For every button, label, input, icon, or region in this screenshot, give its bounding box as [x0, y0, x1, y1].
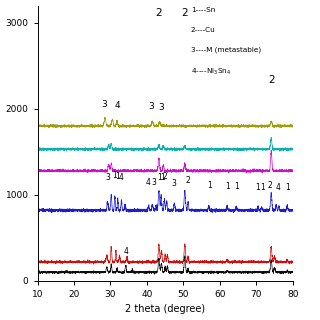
- Text: 3: 3: [101, 100, 107, 109]
- Text: 2: 2: [181, 8, 188, 18]
- Text: 3----M (metastable): 3----M (metastable): [191, 47, 261, 53]
- Text: 4: 4: [146, 178, 150, 187]
- Text: 1: 1: [235, 182, 239, 191]
- Text: 1: 1: [112, 171, 116, 180]
- Text: 4: 4: [114, 101, 120, 110]
- Text: 1: 1: [115, 172, 120, 180]
- Text: 3: 3: [158, 103, 164, 112]
- Text: 1: 1: [157, 173, 162, 182]
- Text: 1: 1: [285, 183, 290, 192]
- Text: 1: 1: [160, 173, 164, 182]
- Text: 3: 3: [151, 178, 156, 187]
- Text: 2----Cu: 2----Cu: [191, 27, 215, 33]
- Text: 1: 1: [226, 182, 230, 191]
- Text: 1: 1: [260, 183, 264, 192]
- Text: 2: 2: [268, 181, 272, 190]
- Text: 4: 4: [119, 173, 124, 182]
- Text: 4: 4: [276, 183, 281, 192]
- Text: 3: 3: [105, 173, 110, 182]
- X-axis label: 2 theta (degree): 2 theta (degree): [125, 304, 205, 315]
- Text: 1: 1: [207, 181, 212, 190]
- Text: 2: 2: [162, 172, 167, 180]
- Text: 2: 2: [156, 8, 162, 18]
- Text: 4----Ni$_3$Sn$_4$: 4----Ni$_3$Sn$_4$: [191, 66, 231, 76]
- Text: 1: 1: [255, 183, 260, 192]
- Text: 3: 3: [148, 102, 154, 111]
- Text: 4: 4: [123, 247, 128, 256]
- Text: 2: 2: [185, 176, 190, 185]
- Text: 1----Sn: 1----Sn: [191, 7, 215, 13]
- Text: 3: 3: [172, 179, 177, 188]
- Text: 2: 2: [268, 75, 275, 85]
